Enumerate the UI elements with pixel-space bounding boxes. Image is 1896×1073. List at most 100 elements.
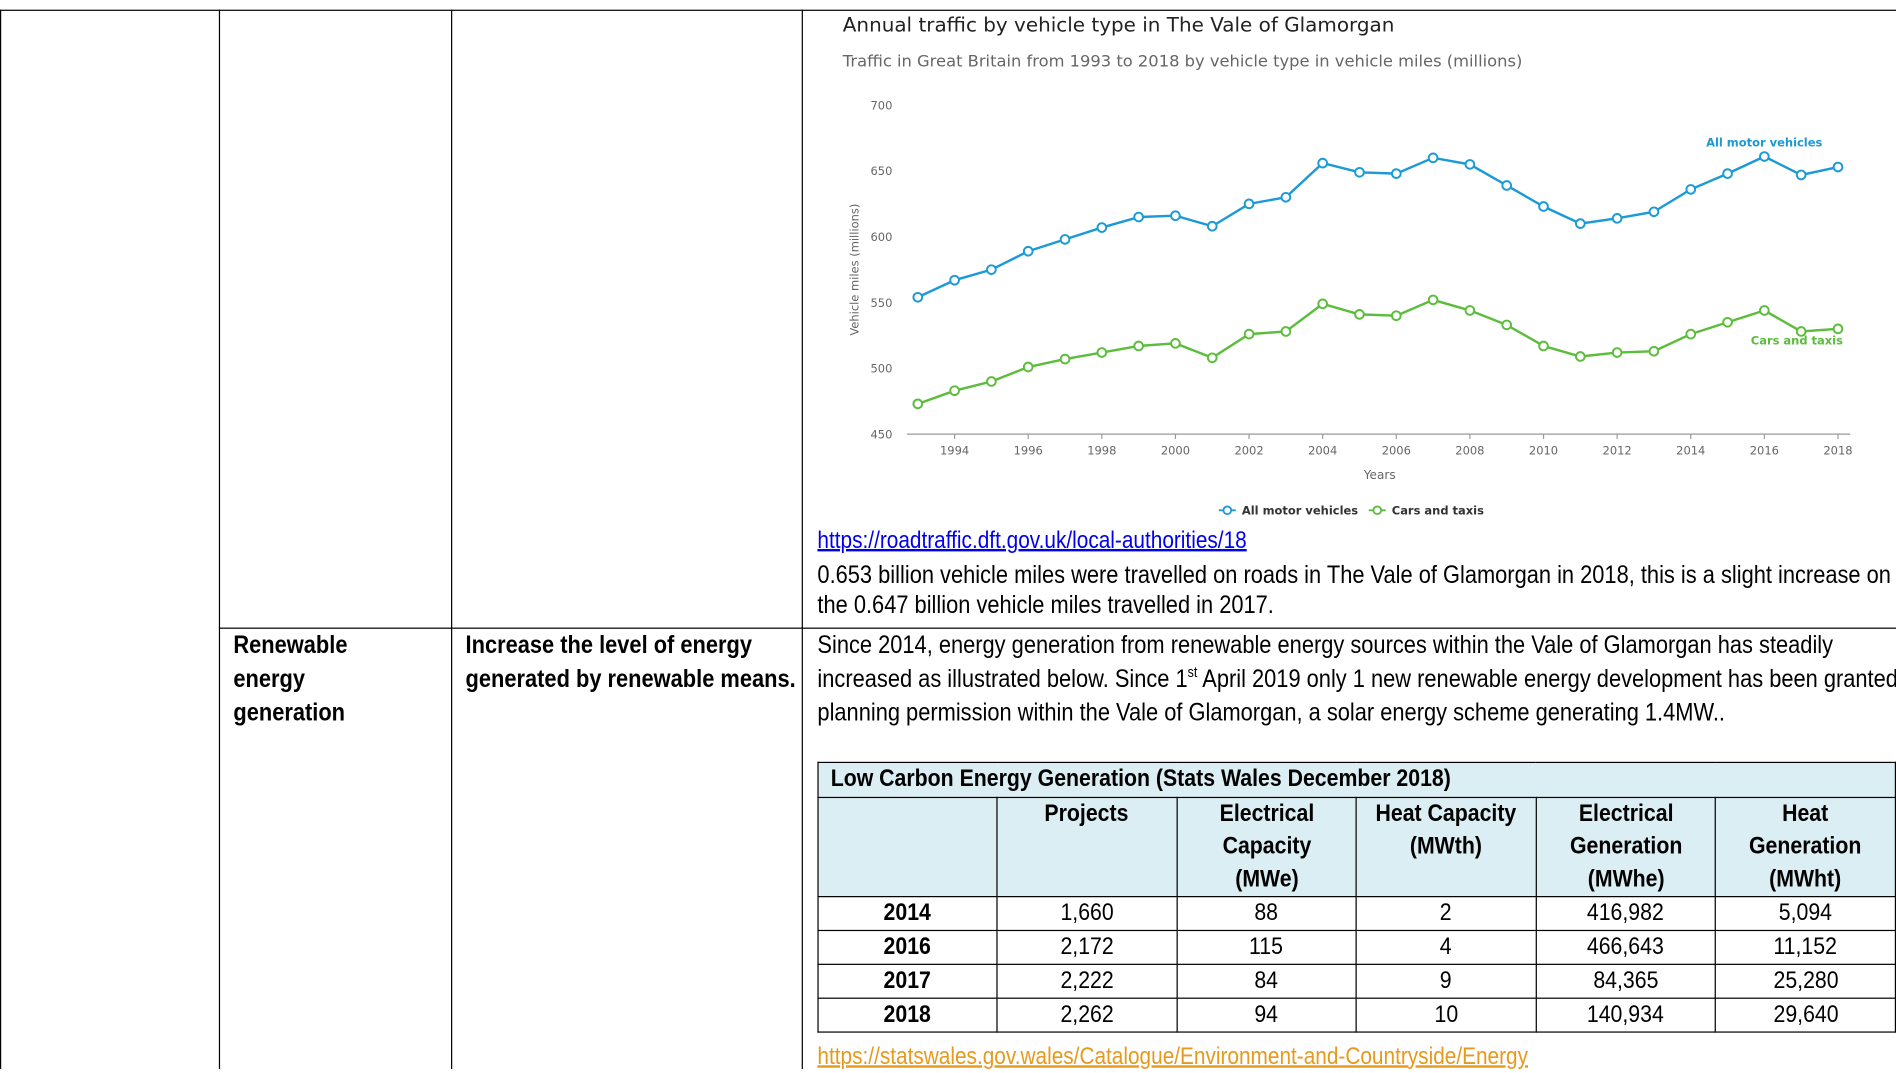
- series-line: [917, 298, 1839, 405]
- cell: 4: [1355, 929, 1537, 965]
- header-cell: Electrical Generation (MWhe): [1535, 796, 1717, 898]
- text: April 2019 only 1 new renewable energy d…: [817, 665, 1896, 727]
- data-point: [1795, 169, 1807, 181]
- cell: 2014: [817, 896, 998, 932]
- header-cell: Electrical Capacity (MWe): [1176, 796, 1357, 898]
- data-point: [1243, 328, 1255, 340]
- data-point: [1170, 338, 1181, 349]
- data-point: [1059, 234, 1071, 245]
- data-point: [1206, 220, 1218, 232]
- x-tick-label: 2004: [1308, 444, 1337, 458]
- data-point: [1611, 347, 1623, 358]
- series-label: Cars and taxis: [1751, 334, 1843, 348]
- cell: 140,934: [1535, 997, 1717, 1033]
- x-tick-label: 2014: [1676, 444, 1705, 458]
- data-point: [1133, 340, 1144, 352]
- cell: 2016: [817, 929, 998, 965]
- paragraph: Since 2014, energy generation from renew…: [817, 629, 1896, 731]
- x-tick-label: 2018: [1823, 444, 1852, 458]
- y-tick-label: 550: [870, 296, 892, 310]
- series-label: All motor vehicles: [1706, 135, 1822, 149]
- x-axis-label: Years: [1363, 468, 1396, 482]
- column-header: Heat Capacity (MWth): [1375, 800, 1517, 860]
- y-tick-label: 600: [870, 230, 892, 244]
- series-line: [917, 155, 1839, 299]
- column-header: Electrical Capacity (MWe): [1219, 800, 1314, 893]
- data-point: [1648, 206, 1660, 218]
- cell: 2017: [817, 963, 998, 999]
- topic: Renewable energy generation: [233, 631, 348, 727]
- cell: 9: [1355, 963, 1537, 999]
- x-tick-label: 2008: [1455, 444, 1484, 458]
- superscript: st: [1187, 663, 1198, 681]
- objective: Increase the level of energy generated b…: [465, 631, 796, 693]
- y-tick-label: 450: [870, 427, 892, 441]
- data-point: [1280, 191, 1292, 203]
- border: [0, 9, 1896, 11]
- data-point: [1096, 347, 1108, 358]
- link[interactable]: https://statswales.gov.wales/Catalogue/E…: [817, 1043, 1529, 1071]
- y-tick-label: 700: [870, 98, 892, 112]
- data-point: [1317, 298, 1328, 310]
- data-point: [986, 376, 997, 387]
- cell-value: 25,280: [1772, 967, 1839, 994]
- data-point: [1464, 305, 1476, 316]
- cell-value: 94: [1254, 1001, 1279, 1028]
- data-point: [1685, 328, 1697, 340]
- x-tick-label: 1996: [1014, 444, 1043, 458]
- data-point: [1501, 180, 1513, 191]
- x-tick-label: 2002: [1234, 444, 1263, 458]
- column-header: Heat Generation (MWht): [1749, 800, 1862, 893]
- column-header: Electrical Generation (MWhe): [1569, 800, 1682, 893]
- x-tick-label: 2006: [1382, 444, 1411, 458]
- link[interactable]: https://roadtraffic.dft.gov.uk/local-aut…: [817, 527, 1247, 554]
- cell: 88: [1176, 896, 1357, 932]
- data-point: [1427, 152, 1439, 164]
- cell: 466,643: [1535, 929, 1717, 965]
- x-tick-label: 2010: [1529, 444, 1558, 458]
- x-tick-label: 1998: [1087, 444, 1116, 458]
- border: [801, 9, 803, 1069]
- data-point: [1390, 168, 1402, 179]
- data-point: [949, 385, 960, 397]
- cell-value: 84,365: [1593, 967, 1659, 994]
- data-point: [1206, 352, 1218, 364]
- cell-value: 2,172: [1060, 933, 1114, 961]
- data-point: [1538, 340, 1549, 352]
- data-point: [1575, 218, 1586, 229]
- border: [218, 627, 1896, 629]
- data-point: [1501, 319, 1513, 331]
- row-header: 2017: [883, 967, 932, 994]
- cell: 2018: [817, 997, 998, 1033]
- header-cell: Projects: [996, 796, 1178, 898]
- cell: 84: [1176, 963, 1357, 999]
- x-tick-label: 2012: [1603, 444, 1632, 458]
- cell: 29,640: [1714, 997, 1896, 1033]
- legend-marker: [1222, 505, 1233, 516]
- data-point: [1611, 213, 1623, 224]
- border: [218, 9, 221, 1069]
- cell-value: 5,094: [1778, 899, 1833, 927]
- cell: 11,152: [1714, 929, 1896, 965]
- table-row: 2014 1,660 88 2 416,982 5,094: [817, 896, 1896, 932]
- cell: 10: [1355, 997, 1537, 1033]
- data-point: [1722, 316, 1733, 328]
- data-point: [1685, 184, 1697, 195]
- data-point: [1832, 323, 1844, 335]
- data-point: [1280, 326, 1292, 337]
- cell: 115: [1176, 929, 1357, 965]
- table-row: 2018 2,262 94 10 140,934 29,640: [817, 997, 1896, 1033]
- data-point: [1464, 159, 1476, 170]
- y-axis-label: Vehicle miles (millions): [848, 204, 862, 336]
- cell-value: 9: [1440, 967, 1452, 994]
- cell-value: 4: [1440, 933, 1452, 961]
- cell: 84,365: [1535, 963, 1717, 999]
- y-tick-label: 500: [870, 362, 892, 376]
- x-tick-label: 2016: [1750, 444, 1779, 458]
- cell-value: 11,152: [1773, 933, 1838, 961]
- cell-value: 2,222: [1060, 967, 1114, 994]
- cell-value: 140,934: [1587, 1001, 1665, 1028]
- cell: 2,262: [996, 997, 1178, 1033]
- data-point: [1832, 161, 1844, 173]
